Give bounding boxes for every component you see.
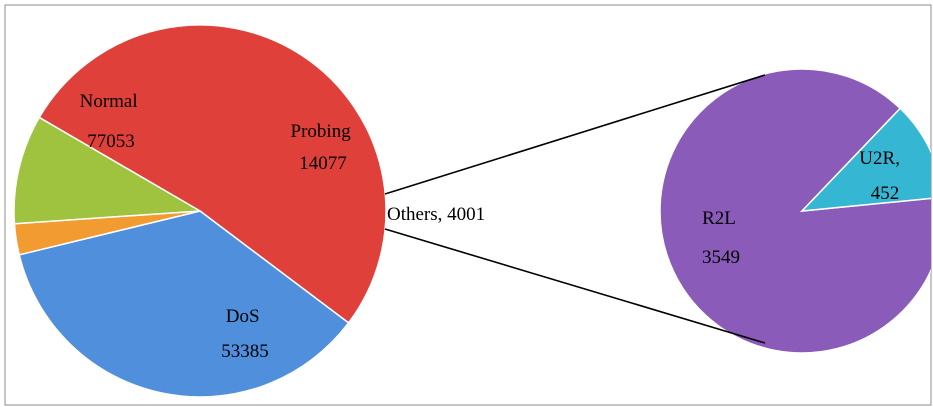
connector-line-bottom [384,228,766,344]
connector-line-top [384,74,766,195]
main-pie-slice-probing [13,116,203,225]
main-pie [13,24,387,398]
main-pie-slice-normal [38,24,387,324]
label-u2r: U2R, 452 [859,148,904,204]
label-normal: Normal 77053 [80,91,143,152]
label-probing: Probing 14077 [291,121,356,174]
main-pie-slice-dos [18,210,350,398]
label-r2l: R2L 3549 [702,208,740,268]
detail-pie-slice-u2r [800,107,931,212]
label-others: Others, 4001 [387,204,485,225]
label-dos: DoS 53385 [221,306,269,362]
detail-pie [659,68,931,354]
detail-pie-slice-r2l [659,68,931,354]
